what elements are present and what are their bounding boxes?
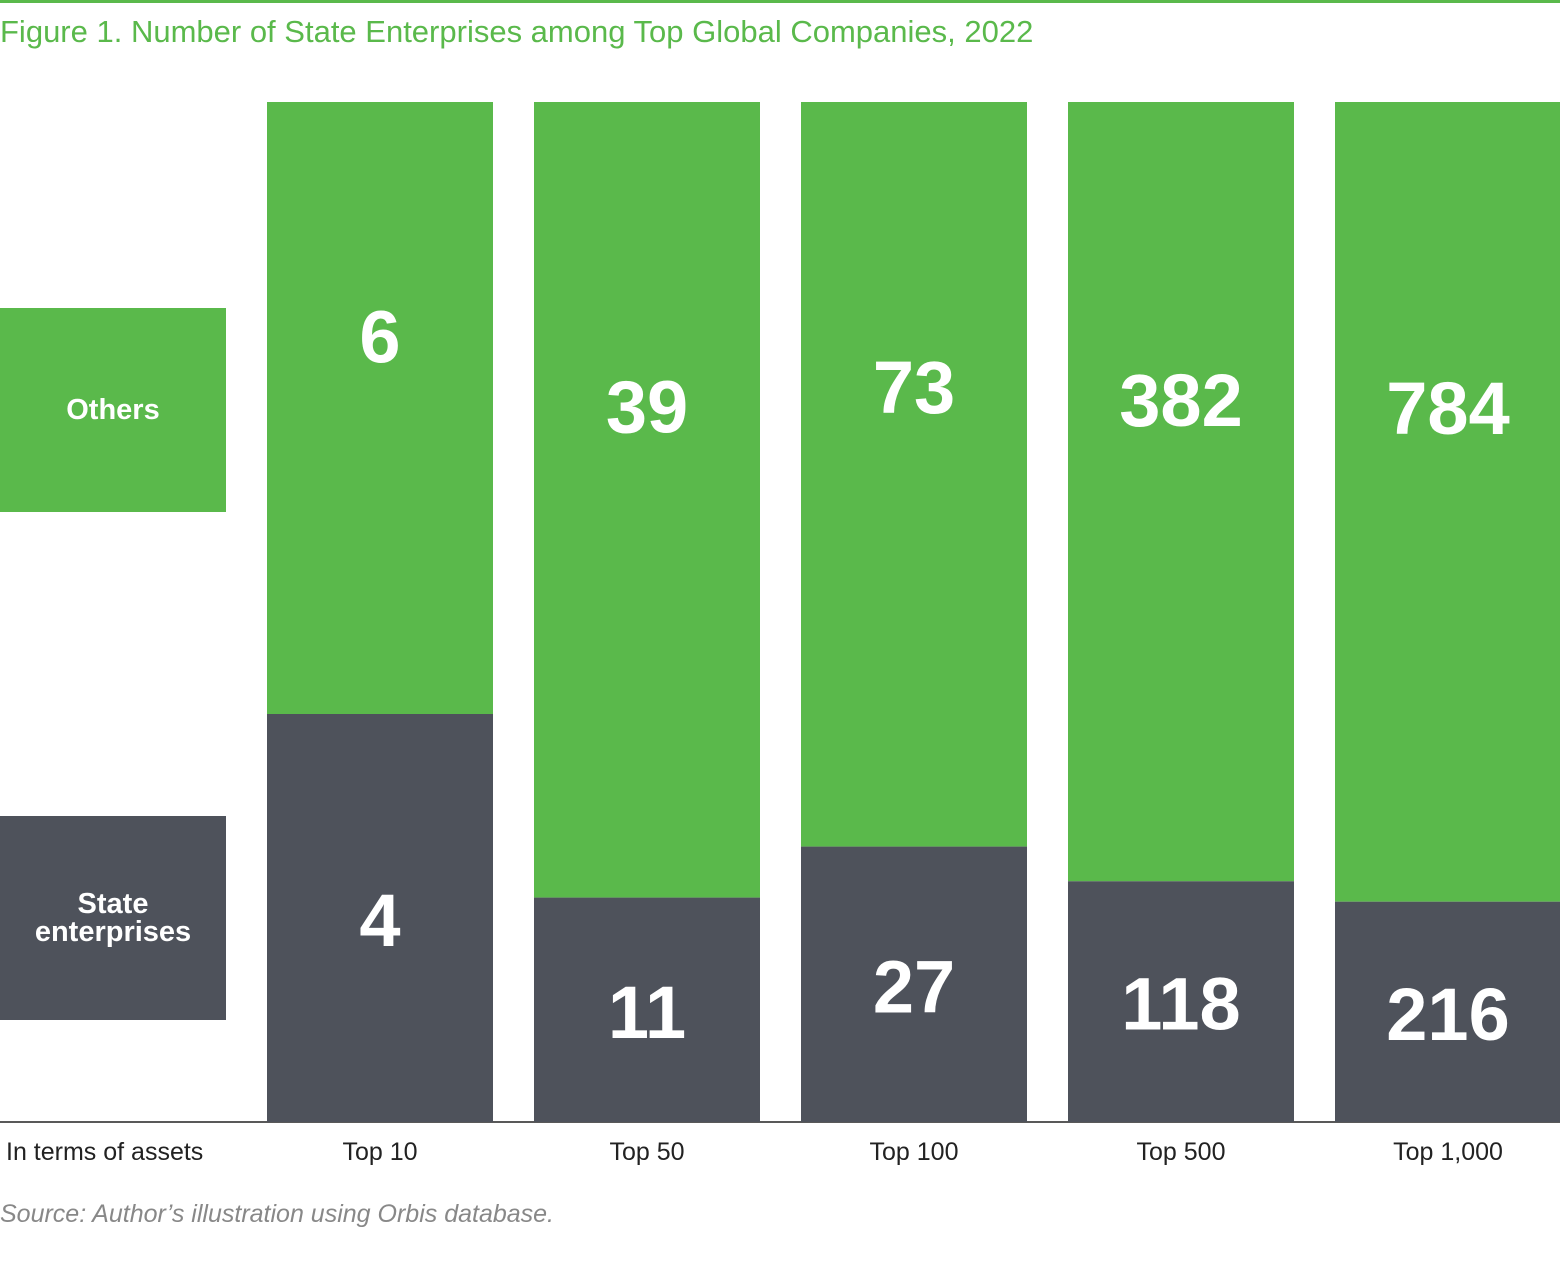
bar-state-enterprises [1335, 901, 1560, 1122]
data-label-state: 4 [359, 879, 400, 962]
x-tick-label: Top 50 [609, 1138, 685, 1166]
bar-state-enterprises [801, 846, 1027, 1122]
data-label-others: 39 [606, 365, 688, 448]
bar-state-enterprises [267, 714, 493, 1122]
chart-title: Figure 1. Number of State Enterprises am… [0, 14, 1034, 49]
bar-others [1068, 102, 1294, 882]
data-label-state: 216 [1386, 973, 1509, 1056]
bar-state-enterprises [534, 897, 760, 1122]
bar-others [267, 102, 493, 714]
data-label-state: 118 [1121, 963, 1240, 1046]
bar-others [1335, 102, 1560, 902]
x-tick-label: Top 10 [342, 1138, 418, 1166]
bar-state-enterprises [1068, 881, 1294, 1122]
legend-state-enterprises: State enterprises [0, 816, 226, 1020]
data-label-others: 6 [359, 296, 400, 379]
bar-others [801, 102, 1027, 847]
x-tick-label: Top 100 [869, 1138, 959, 1166]
legend-others: Others [0, 308, 226, 512]
x-tick-label: Top 1,000 [1393, 1138, 1503, 1166]
source-note: Source: Author’s illustration using Orbi… [0, 1200, 555, 1228]
data-label-others: 784 [1386, 367, 1509, 450]
data-label-state: 27 [873, 945, 955, 1028]
x-axis-title: In terms of assets [6, 1138, 204, 1166]
data-label-others: 73 [873, 346, 955, 429]
x-tick-label: Top 500 [1136, 1138, 1226, 1166]
bar-others [534, 102, 760, 898]
top-rule [0, 0, 1560, 3]
data-label-state: 11 [608, 971, 686, 1054]
legend-others-label: Others [66, 394, 160, 426]
legend-state-label: State enterprises [34, 888, 192, 948]
data-label-others: 382 [1119, 359, 1242, 442]
